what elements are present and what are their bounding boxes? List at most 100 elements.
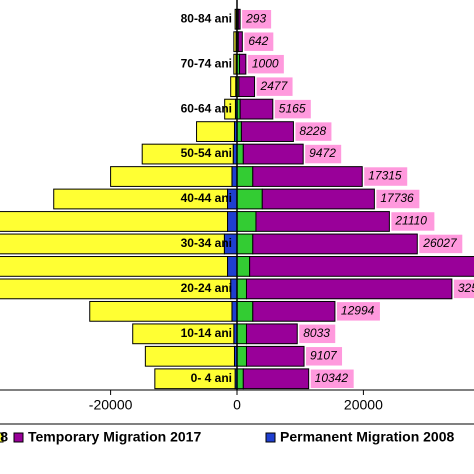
bar: [233, 53, 237, 75]
bar: [196, 121, 235, 142]
bar: [154, 368, 236, 390]
bar: [245, 323, 298, 345]
bar: [0, 211, 229, 232]
y-tick-label: 50-54 ani: [181, 146, 232, 160]
data-label: 17736: [380, 191, 414, 205]
legend-label: Permanent Migration 2008: [280, 429, 454, 445]
data-label: 293: [245, 11, 266, 25]
bar: [231, 166, 238, 187]
bar: [242, 368, 310, 390]
bar: [233, 31, 237, 53]
data-label-bg: [295, 122, 332, 141]
bar: [239, 98, 274, 120]
bar: [242, 143, 304, 165]
y-tick-label: 30-34 ani: [181, 236, 232, 250]
y-tick-label: 40-44 ani: [181, 191, 232, 205]
x-tick-label: 0: [233, 397, 241, 413]
bar: [144, 345, 235, 367]
data-label: 8228: [299, 124, 326, 138]
x-tick-label: 20000: [344, 397, 383, 413]
data-label: 1000: [252, 56, 279, 70]
y-tick-label: 70-74 ani: [181, 56, 232, 70]
data-label-bg: [391, 212, 435, 231]
data-label-bg: [256, 77, 293, 96]
data-label-bg: [336, 302, 380, 321]
bar: [230, 76, 237, 98]
data-label: 26027: [422, 236, 458, 250]
x-tick-label: -20000: [89, 397, 133, 413]
bar: [240, 121, 294, 142]
bar: [237, 8, 241, 30]
data-label-bg: [453, 279, 474, 299]
data-label-bg: [305, 144, 342, 164]
bar: [141, 143, 234, 165]
data-label-bg: [242, 10, 272, 29]
bar: [236, 211, 257, 232]
legend-label: Temporary Migration 2017: [28, 429, 201, 445]
y-tick-label: 10-14 ani: [181, 326, 232, 340]
data-label: 9472: [309, 146, 336, 160]
data-label: 17315: [368, 169, 402, 183]
bar: [234, 8, 237, 30]
bar: [236, 345, 247, 367]
bar: [132, 323, 235, 345]
bar: [110, 166, 233, 187]
bar: [0, 278, 232, 300]
data-label: 21110: [394, 214, 427, 228]
legend-label: 8: [0, 429, 8, 445]
data-label: 2477: [260, 79, 289, 93]
bar: [231, 300, 238, 322]
data-label: 12994: [341, 304, 375, 318]
data-label: 642: [248, 34, 268, 48]
bar: [0, 256, 229, 277]
y-tick-label: 0- 4 ani: [191, 371, 232, 385]
y-tick-label: 20-24 ani: [181, 281, 232, 295]
data-label-bg: [376, 189, 420, 209]
bar: [239, 53, 247, 75]
bar: [236, 368, 244, 390]
bar: [252, 233, 418, 255]
bar: [261, 188, 375, 210]
data-label-bg: [419, 234, 463, 254]
bar: [236, 278, 247, 300]
bar: [236, 166, 254, 187]
bar: [227, 256, 238, 277]
legend-swatch: [0, 432, 4, 443]
bar: [249, 256, 474, 277]
data-label-bg: [310, 369, 354, 388]
bar: [252, 166, 363, 187]
data-label-bg: [306, 347, 343, 366]
bar: [255, 211, 390, 232]
data-label-bg: [299, 324, 336, 344]
y-tick-label: 80-84 ani: [181, 11, 232, 25]
bar: [0, 233, 225, 255]
bar: [224, 98, 236, 120]
bar: [236, 188, 263, 210]
bar: [237, 31, 243, 53]
data-label: 32500: [458, 281, 474, 295]
bar: [236, 233, 254, 255]
bar: [245, 345, 305, 367]
y-tick-label: 60-64 ani: [181, 101, 232, 115]
legend-swatch: [13, 432, 24, 443]
bar: [252, 300, 336, 322]
bar: [53, 188, 229, 210]
data-label-bg: [364, 167, 408, 186]
bar: [238, 76, 256, 98]
bar: [227, 211, 238, 232]
data-label-bg: [244, 32, 274, 51]
bar: [236, 323, 247, 345]
bar: [236, 256, 251, 277]
bar: [89, 300, 233, 322]
data-label-bg: [247, 54, 284, 74]
data-label: 5165: [279, 101, 306, 115]
data-label-bg: [274, 99, 311, 119]
bar: [236, 300, 254, 322]
bar: [245, 278, 453, 300]
legend-swatch: [265, 432, 276, 443]
bar: [236, 143, 244, 165]
data-label: 8033: [303, 326, 330, 340]
data-label: 9107: [310, 348, 338, 362]
data-label: 10342: [315, 371, 349, 385]
